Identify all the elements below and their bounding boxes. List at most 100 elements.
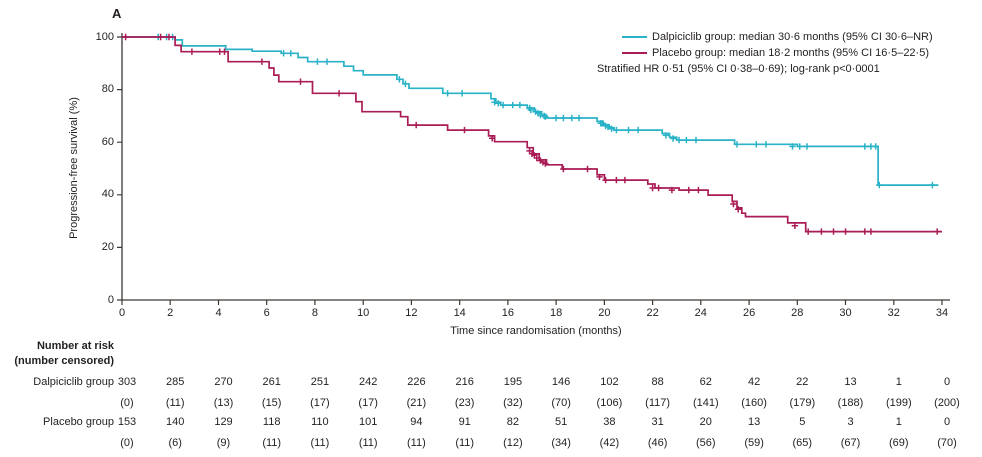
panel-label: A [112, 6, 122, 21]
legend: Dalpiciclib group: median 30·6 months (9… [597, 29, 933, 77]
censored-count-cell: (160) [741, 397, 767, 409]
risk-count-cell: 285 [166, 376, 185, 388]
risk-count-cell: 0 [943, 376, 951, 388]
risk-count-cell: 1 [895, 416, 902, 428]
x-tick-label: 34 [935, 307, 949, 319]
risk-table-header-line1: Number at risk [36, 340, 114, 352]
y-tick-label: 80 [101, 83, 114, 96]
censored-count-cell: (117) [645, 397, 671, 409]
censored-count-cell: (0) [120, 437, 134, 449]
censored-count-cell: (70) [937, 437, 957, 449]
legend-label-dalpiciclib: Dalpiciclib group: median 30·6 months (9… [652, 31, 933, 43]
x-tick-label: 24 [694, 307, 707, 319]
censored-count-cell: (9) [216, 437, 231, 449]
y-axis-ticks [117, 36, 122, 301]
risk-count-cell: 242 [359, 376, 378, 388]
risk-count-cell: 22 [796, 376, 809, 388]
risk-count-cell: 42 [747, 376, 761, 388]
censored-count-cell: (32) [503, 397, 523, 409]
x-tick-label: 10 [357, 307, 370, 319]
legend-label-placebo: Placebo group: median 18·2 months (95% C… [652, 47, 929, 59]
x-tick-label: 28 [791, 307, 804, 319]
x-tick-label: 2 [167, 307, 174, 319]
risk-count-cell: 110 [311, 416, 329, 428]
risk-count-cell: 303 [117, 376, 137, 388]
censored-count-cell: (67) [840, 437, 861, 449]
y-tick-label: 40 [101, 188, 114, 201]
censored-count-cell: (11) [455, 437, 475, 449]
x-axis-title: Time since randomisation (months) [450, 325, 622, 337]
risk-count-cell: 82 [506, 416, 520, 428]
risk-count-cell: 51 [554, 416, 568, 428]
censored-count-cell: (42) [599, 437, 620, 449]
x-tick-label: 30 [839, 307, 852, 319]
censored-count-cell: (106) [596, 397, 623, 409]
risk-count-cell: 118 [262, 416, 281, 428]
risk-count-cell: 91 [458, 416, 471, 428]
censored-count-cell: (11) [310, 437, 330, 449]
risk-count-cell: 129 [214, 416, 233, 428]
risk-count-cell: 270 [214, 376, 233, 388]
censored-count-cell: (13) [213, 397, 234, 409]
censored-count-cell: (11) [358, 437, 378, 449]
risk-table-header-line2: (number censored) [14, 355, 114, 367]
dalpiciclib-line-swatch [622, 36, 647, 38]
censored-count-cell: (12) [503, 437, 523, 449]
x-tick-label: 8 [311, 307, 318, 319]
censored-count-cell: (6) [168, 437, 182, 449]
risk-count-cell: 140 [166, 416, 185, 428]
risk-count-cell: 101 [359, 416, 378, 428]
y-tick-label: 0 [107, 293, 114, 306]
y-axis-title: Progression-free survival (%) [68, 97, 80, 239]
x-tick-label: 4 [215, 307, 222, 319]
x-tick-label: 18 [549, 307, 563, 319]
censored-count-cell: (0) [120, 397, 134, 409]
censored-count-cell: (200) [934, 397, 960, 409]
risk-count-cell: 1 [895, 376, 902, 388]
censored-count-cell: (34) [551, 437, 571, 449]
risk-count-cell: 261 [262, 376, 281, 388]
censored-count-cell: (141) [692, 397, 719, 409]
censored-count-cell: (199) [885, 397, 912, 409]
x-tick-label: 22 [646, 307, 659, 319]
censored-count-cell: (21) [406, 397, 427, 409]
risk-count-cell: 13 [844, 376, 857, 388]
x-tick-label: 32 [887, 307, 900, 319]
risk-count-cell: 153 [117, 416, 137, 428]
x-tick-label: 26 [742, 307, 756, 319]
x-tick-label: 20 [598, 307, 611, 319]
x-axis-ticks [121, 300, 943, 305]
risk-count-cell: 102 [600, 376, 619, 388]
censored-count-cell: (11) [407, 437, 426, 449]
legend-item-placebo: Placebo group: median 18·2 months (95% C… [597, 45, 933, 61]
risk-count-cell: 5 [799, 416, 806, 428]
risk-count-cell: 195 [503, 376, 523, 388]
risk-count-cell: 94 [410, 416, 423, 428]
censored-count-cell: (11) [165, 397, 185, 409]
censored-count-cell: (179) [789, 397, 816, 409]
legend-item-dalpiciclib: Dalpiciclib group: median 30·6 months (9… [597, 29, 933, 45]
x-tick-label: 14 [453, 307, 466, 319]
censored-count-cell: (65) [792, 437, 813, 449]
risk-row-label-placebo: Placebo group [43, 416, 114, 428]
censored-count-cell: (17) [358, 397, 378, 409]
censored-count-cell: (188) [837, 397, 864, 409]
risk-count-cell: 146 [551, 376, 571, 388]
risk-row-label-dalpiciclib: Dalpiciclib group [33, 376, 114, 388]
risk-count-cell: 88 [651, 376, 664, 388]
risk-count-cell: 38 [603, 416, 616, 428]
censored-count-cell: (70) [551, 397, 571, 409]
censored-count-cell: (46) [647, 437, 668, 449]
legend-stratified-hr-note: Stratified HR 0·51 (95% CI 0·38–0·69); l… [597, 63, 880, 75]
risk-count-cell: 251 [310, 376, 330, 388]
y-tick-label: 20 [101, 240, 114, 253]
risk-count-cell: 20 [699, 416, 712, 428]
x-tick-label: 0 [118, 307, 126, 319]
censored-count-cell: (23) [454, 397, 475, 409]
y-tick-label: 100 [95, 30, 114, 43]
censored-count-cell: (56) [696, 437, 716, 449]
censored-count-cell: (11) [262, 437, 282, 449]
x-tick-label: 12 [405, 307, 418, 319]
